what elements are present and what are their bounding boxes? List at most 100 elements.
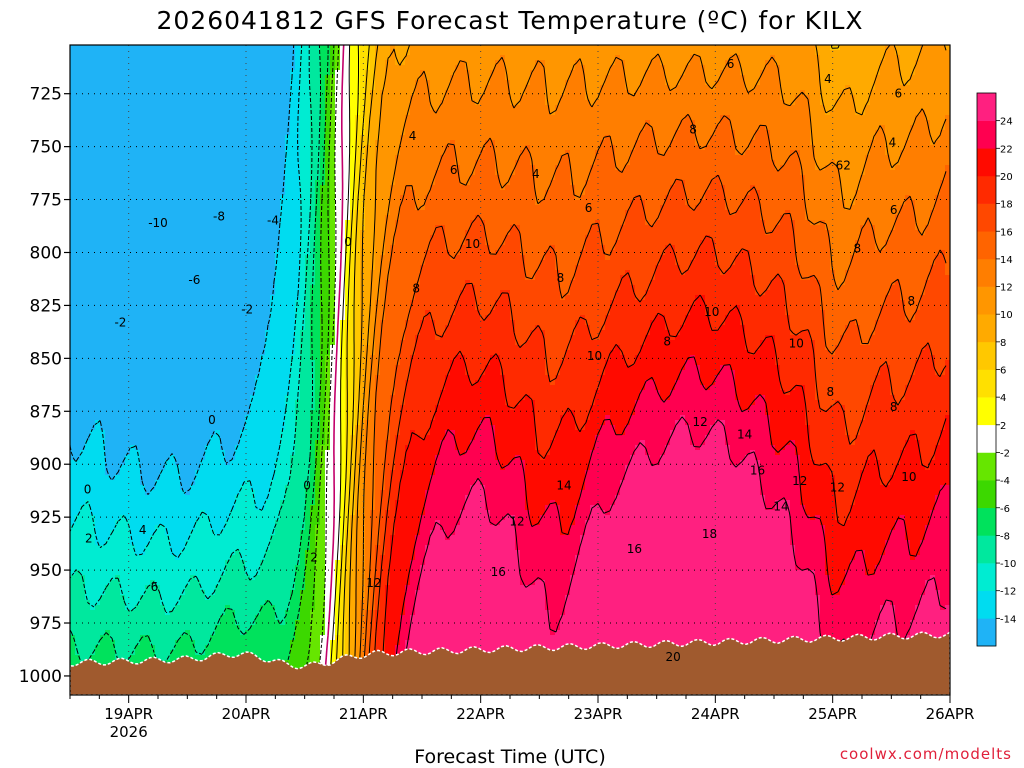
fill-cell [725,190,751,196]
fill-cell [715,80,746,86]
fill-cell [305,255,316,261]
fill-cell [320,500,326,506]
fill-cell [930,215,950,221]
fill-cell [155,580,191,586]
fill-cell [345,440,351,446]
fill-cell [220,615,236,621]
fill-cell [555,380,601,386]
fill-cell [390,185,406,191]
fill-cell [535,325,541,331]
fill-cell [330,120,336,126]
fill-cell [70,495,236,501]
fill-cell [270,315,296,321]
fill-cell [330,355,341,361]
fill-cell [940,440,950,446]
fill-cell [190,575,196,581]
fill-cell [795,240,831,246]
fill-cell [415,345,546,351]
fill-cell [700,200,726,206]
fill-cell [820,520,841,526]
fill-cell [255,575,296,581]
fill-cell [340,400,346,406]
fill-cell [275,265,301,271]
fill-cell [360,170,366,176]
fill-cell [345,480,351,486]
fill-cell [360,400,366,406]
fill-cell [585,185,671,191]
fill-cell [785,290,821,296]
fill-cell [330,265,336,271]
fill-cell [375,235,386,241]
fill-cell [320,270,331,276]
fill-cell [715,250,741,256]
fill-cell [300,210,311,216]
fill-cell [715,85,746,91]
fill-cell [310,615,326,621]
fill-cell [410,365,451,371]
contour-label: 14 [556,478,571,492]
fill-cell [935,575,950,581]
fill-cell [705,75,721,81]
fill-cell [735,150,746,156]
fill-cell [340,405,346,411]
fill-cell [360,90,366,96]
fill-cell [335,640,346,646]
fill-cell [290,465,311,471]
fill-cell [660,390,671,396]
fill-cell [320,260,331,266]
fill-cell [635,285,651,291]
fill-cell [90,500,236,506]
fill-cell [315,255,321,261]
fill-cell [575,565,796,571]
fill-cell [180,485,191,491]
fill-cell [70,435,91,441]
fill-cell [325,405,331,411]
fill-cell [540,200,631,206]
fill-cell [385,280,421,286]
fill-cell [755,400,766,406]
fill-cell [345,270,351,276]
fill-cell [310,475,316,481]
fill-cell [515,340,526,346]
fill-cell [850,510,931,516]
fill-cell [675,380,701,386]
fill-cell [810,140,871,146]
fill-cell [840,95,856,101]
fill-cell [435,405,511,411]
fill-cell [815,45,831,51]
fill-cell [805,420,846,426]
fill-cell [330,210,336,216]
fill-cell [725,60,741,66]
fill-cell [570,530,586,536]
fill-cell [360,425,366,431]
fill-cell [525,465,591,471]
fill-cell [800,330,811,336]
fill-cell [390,500,396,506]
fill-cell [415,590,546,596]
fill-cell [360,485,366,491]
fill-cell [785,310,826,316]
fill-cell [880,480,891,486]
fill-cell [300,335,311,341]
fill-cell [270,305,296,311]
fill-cell [940,490,950,496]
fill-cell [840,520,846,526]
fill-cell [805,390,816,396]
fill-cell [905,140,931,146]
fill-cell [365,470,376,476]
fill-cell [835,510,851,516]
fill-cell [310,115,321,121]
fill-cell [310,90,321,96]
colorbar-label: 18 [1000,200,1013,211]
fill-cell [375,445,386,451]
fill-cell [70,355,261,361]
fill-cell [350,455,356,461]
fill-cell [775,275,781,281]
fill-cell [355,470,361,476]
fill-cell [370,370,381,376]
fill-cell [375,480,386,486]
fill-cell [70,395,251,401]
fill-cell [350,305,356,311]
fill-cell [450,80,471,86]
fill-cell [375,475,386,481]
